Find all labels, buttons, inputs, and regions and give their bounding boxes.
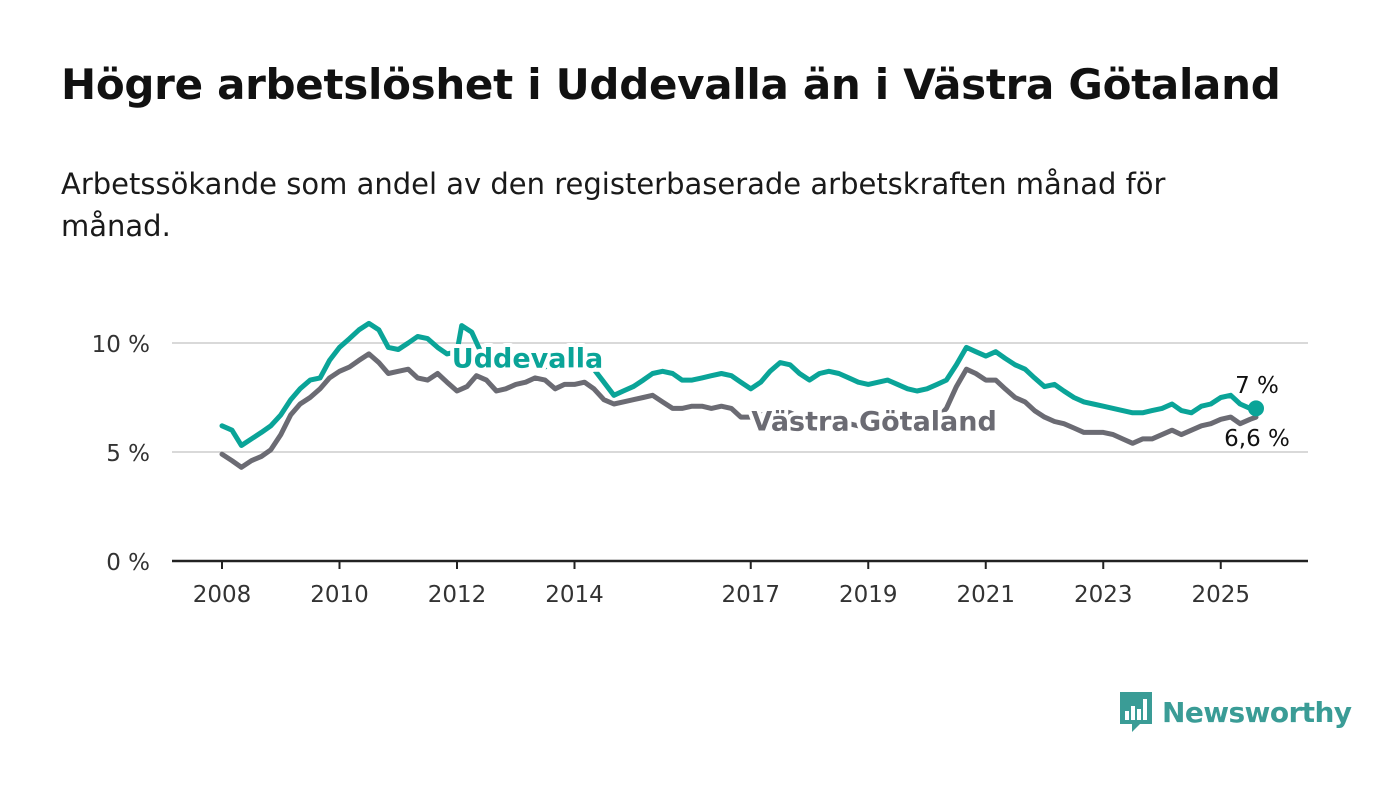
series-label-halo: Västra Götaland bbox=[751, 406, 996, 437]
y-tick-label: 10 % bbox=[92, 332, 150, 358]
x-tick-label: 2008 bbox=[193, 582, 252, 608]
gridlines bbox=[172, 342, 1308, 453]
y-axis-ticks: 0 % 5 % 10 % bbox=[92, 332, 150, 576]
series-lines bbox=[219, 320, 1264, 470]
series-line-uddevalla bbox=[219, 320, 1259, 448]
x-tick-label: 2012 bbox=[428, 582, 487, 608]
chart-subtitle: Arbetssökande som andel av den registerb… bbox=[61, 167, 1166, 243]
newsworthy-logo-text: Newsworthy bbox=[1162, 695, 1352, 729]
series-line-vastra-gotaland bbox=[219, 351, 1259, 470]
uddevalla-end-point bbox=[1248, 400, 1264, 417]
chart-title: Högre arbetslöshet i Uddevalla än i Väst… bbox=[61, 60, 1281, 109]
x-axis-ticks: 2008 2010 2012 2014 2017 2019 2021 2023 2025 bbox=[193, 561, 1250, 608]
x-tick-label: 2010 bbox=[310, 582, 369, 608]
series-label-halo: Uddevalla bbox=[452, 343, 603, 374]
x-tick-label: 2017 bbox=[721, 582, 780, 608]
x-tick-label: 2021 bbox=[956, 582, 1015, 608]
x-tick-label: 2014 bbox=[545, 582, 604, 608]
x-tick-label: 2023 bbox=[1074, 582, 1133, 608]
y-tick-label: 0 % bbox=[106, 550, 150, 576]
end-value-label-uddevalla: 7 % bbox=[1235, 373, 1279, 399]
x-tick-label: 2019 bbox=[839, 582, 898, 608]
y-tick-label: 5 % bbox=[106, 441, 150, 467]
newsworthy-logo[interactable]: Newsworthy bbox=[1118, 690, 1352, 734]
x-tick-label: 2025 bbox=[1191, 582, 1250, 608]
series-label-uddevalla: Uddevalla bbox=[452, 343, 603, 374]
end-value-label-vastra-gotaland: 6,6 % bbox=[1224, 426, 1290, 452]
newsworthy-logo-icon bbox=[1120, 692, 1152, 732]
series-label-vastra-gotaland: Västra Götaland bbox=[751, 406, 996, 437]
